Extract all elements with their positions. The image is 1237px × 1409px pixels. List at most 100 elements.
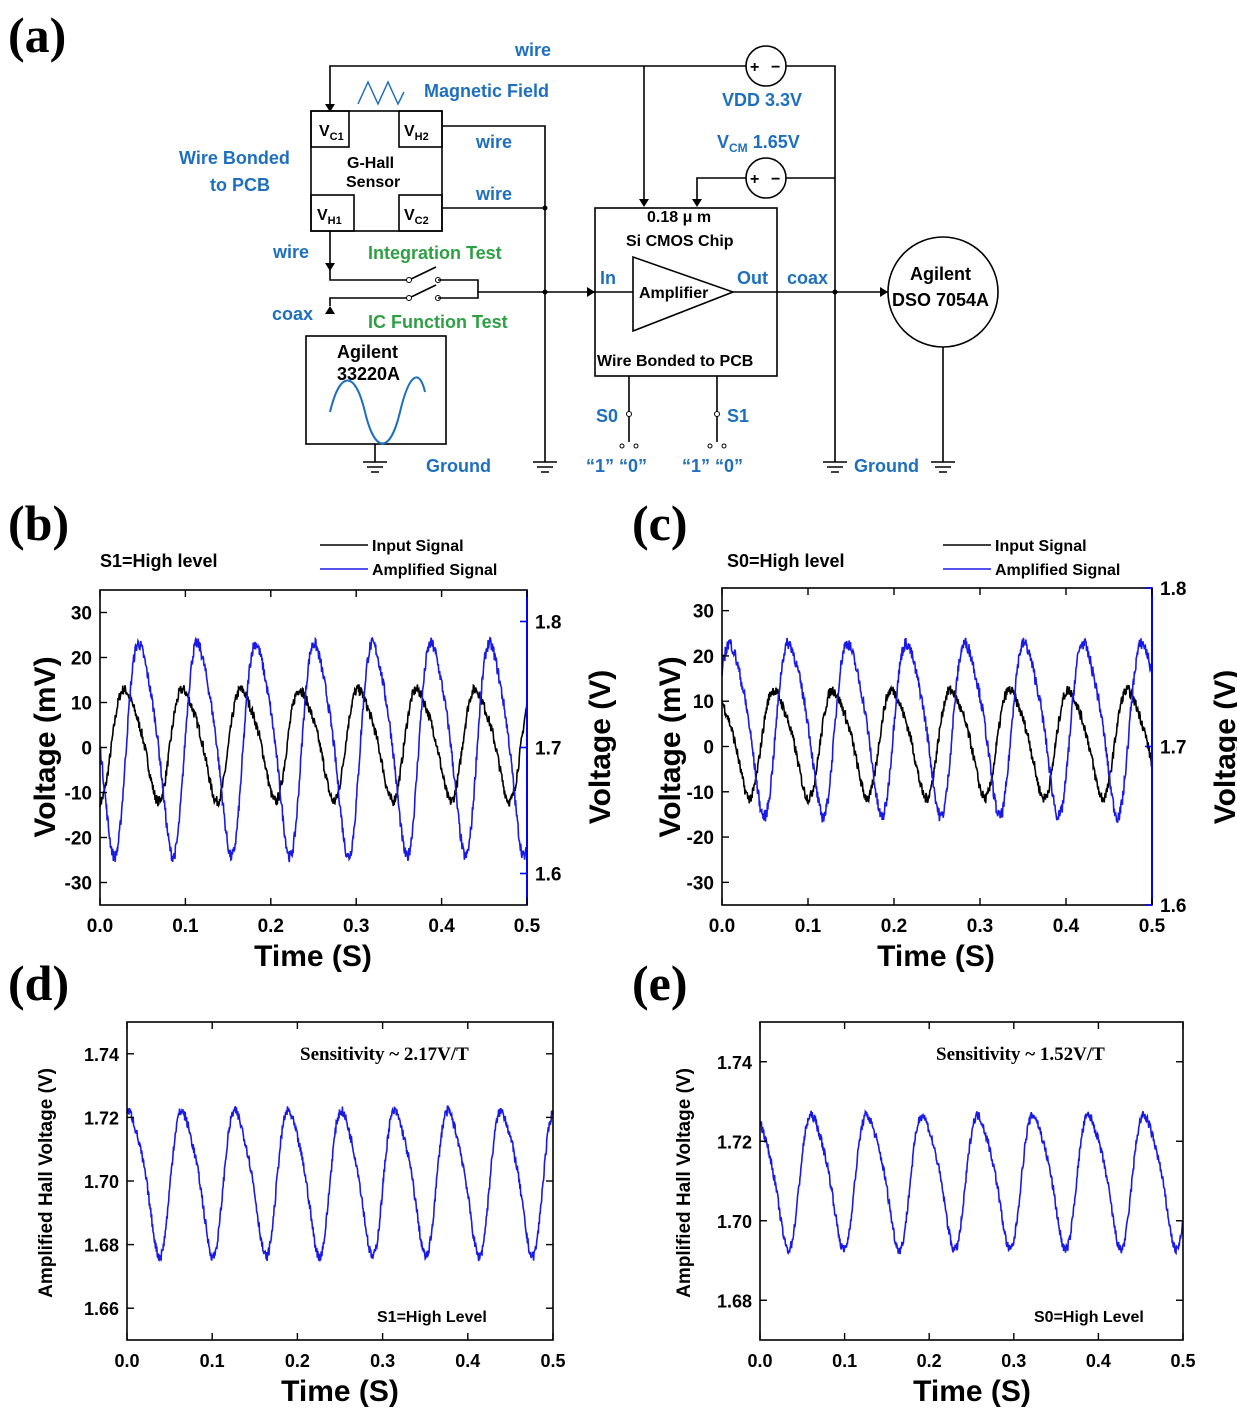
y-tick-label: -20 [687, 828, 714, 849]
x-axis-label: Time (S) [254, 940, 372, 973]
y-right-tick-label: 1.7 [1160, 738, 1186, 759]
x-tick-label: 0.3 [967, 916, 993, 937]
x-tick-label: 0.5 [1170, 1351, 1195, 1371]
x-tick-label: 0.4 [428, 916, 455, 937]
s0-states: “1” “0” [586, 456, 647, 476]
x-tick-label: 0.3 [1001, 1351, 1026, 1371]
vcm-source-icon [745, 157, 787, 199]
panel-label-b: (b) [8, 495, 69, 551]
y-tick-label: 30 [693, 602, 714, 623]
chip-amplifier-label: Amplifier [639, 285, 708, 302]
vh1-wire [329, 231, 409, 281]
wire-label-r2: wire [475, 184, 512, 204]
x-tick-label: 0.5 [514, 916, 541, 937]
y-tick-label: 0 [703, 738, 714, 759]
x-tick-label: 0.1 [832, 1351, 857, 1371]
sine-wave-icon [329, 376, 426, 445]
y-tick-label: 1.68 [84, 1236, 119, 1256]
s1-states: “1” “0” [682, 456, 743, 476]
coax-left-label: coax [272, 304, 313, 324]
series-line-signal [759, 1108, 1184, 1256]
x-tick-label: 0.0 [114, 1351, 139, 1371]
sensor-name: G-Hall [347, 155, 394, 172]
chart-e: 0.0 0.1 0.2 0.3 0.4 0.5 1.68 1.70 1.72 1.74 Time (… [674, 1021, 1196, 1408]
x-tick-label: 0.3 [370, 1351, 395, 1371]
panel-label-a: (a) [8, 7, 66, 63]
x-axis-label: Time (S) [877, 940, 995, 973]
arrow-up-icon [325, 306, 335, 314]
function-generator-name: Agilent [337, 342, 398, 362]
y-right-tick-label: 1.8 [535, 613, 561, 634]
ic-function-test-label: IC Function Test [368, 312, 508, 332]
x-tick-label: 0.5 [540, 1351, 565, 1371]
arrow-down-icon [639, 199, 649, 207]
svg-text:VH2: VH2 [404, 123, 429, 143]
x-tick-label: 0.0 [709, 916, 735, 937]
panel-label-d: (d) [8, 955, 69, 1011]
wire-bonded-label: Wire Bonded [179, 148, 290, 168]
pin-vc1 [310, 110, 350, 148]
integration-test-label: Integration Test [368, 243, 502, 263]
vcm-plus: + [750, 171, 759, 188]
y-tick-label: 1.68 [717, 1291, 752, 1311]
oscilloscope-name: Agilent [910, 264, 971, 284]
x-tick-label: 0.2 [917, 1351, 942, 1371]
level-annotation: S0=High Level [1034, 1309, 1144, 1326]
chip-out-label: Out [737, 268, 768, 288]
arrow-down-icon [325, 104, 335, 112]
x-tick-label: 0.4 [455, 1351, 480, 1371]
y-tick-label: 10 [71, 694, 92, 715]
y-axis-label: Amplified Hall Voltage (V) [36, 1068, 57, 1298]
series-line-input-signal [99, 683, 528, 808]
hall-sensor: VC1 VH2 VH1 VC2 G-Hall Sensor [310, 110, 443, 232]
vh2-wire [442, 125, 546, 462]
y-tick-label: 20 [693, 647, 714, 668]
ground-icon [931, 461, 955, 473]
y-tick-label: 1.70 [84, 1172, 119, 1192]
series-line-amplified-signal [721, 637, 1153, 824]
ground-left-label: Ground [426, 456, 491, 476]
series-line-amplified-signal [99, 636, 528, 863]
x-axis-label: Time (S) [281, 1375, 399, 1408]
y-tick-label: -20 [65, 829, 92, 850]
y-tick-label: 1.72 [84, 1108, 119, 1128]
y-axis-label-left: Voltage (mV) [29, 656, 62, 837]
svg-text:VH1: VH1 [317, 207, 342, 227]
x-tick-label: 0.1 [172, 916, 199, 937]
chart-d: 0.0 0.1 0.2 0.3 0.4 0.5 1.66 1.68 1.70 1.72 1.74 Ti… [36, 1021, 566, 1408]
vcm-label: VCM 1.65V [717, 132, 800, 155]
y-right-tick-label: 1.8 [1160, 579, 1186, 600]
y-tick-label: 1.72 [717, 1132, 752, 1152]
vdd-plus: + [750, 59, 759, 76]
chip-in-label: In [600, 268, 616, 288]
legend-label: Input Signal [372, 538, 464, 555]
vdd-minus: − [771, 59, 780, 76]
x-tick-label: 0.1 [795, 916, 822, 937]
vcm-wire [696, 177, 835, 205]
amplifier-icon [632, 255, 736, 333]
x-tick-label: 0.1 [200, 1351, 225, 1371]
chart-annotation: S1=High level [100, 551, 218, 571]
switch-integration [408, 266, 437, 281]
y-tick-label: -10 [687, 783, 714, 804]
y-right-tick-label: 1.7 [535, 739, 561, 760]
sensor-name-2: Sensor [346, 174, 400, 191]
y-tick-label: -30 [65, 874, 92, 895]
x-tick-label: 0.0 [87, 916, 113, 937]
y-tick-label: 1.74 [717, 1053, 752, 1073]
chart-c: 0.0 0.1 0.2 0.3 0.4 0.5 -30 -20 -10 0 10 20 30 1.6 1.7… [654, 538, 1237, 973]
pin-vh1 [310, 194, 355, 232]
vcm-minus: − [771, 171, 780, 188]
coax-left-wire [329, 297, 409, 306]
y-tick-label: -10 [65, 784, 92, 805]
arrow-down-icon [325, 263, 335, 271]
ground-right-label: Ground [854, 456, 919, 476]
panel-label-e: (e) [632, 955, 688, 1011]
y-axis-label-right: Voltage (V) [584, 670, 617, 824]
x-tick-label: 0.4 [1086, 1351, 1111, 1371]
y-tick-label: -30 [687, 873, 714, 894]
y-tick-label: 30 [71, 604, 92, 625]
arrow-down-icon [692, 199, 702, 207]
legend-label: Amplified Signal [372, 562, 497, 579]
x-tick-label: 0.4 [1053, 916, 1080, 937]
